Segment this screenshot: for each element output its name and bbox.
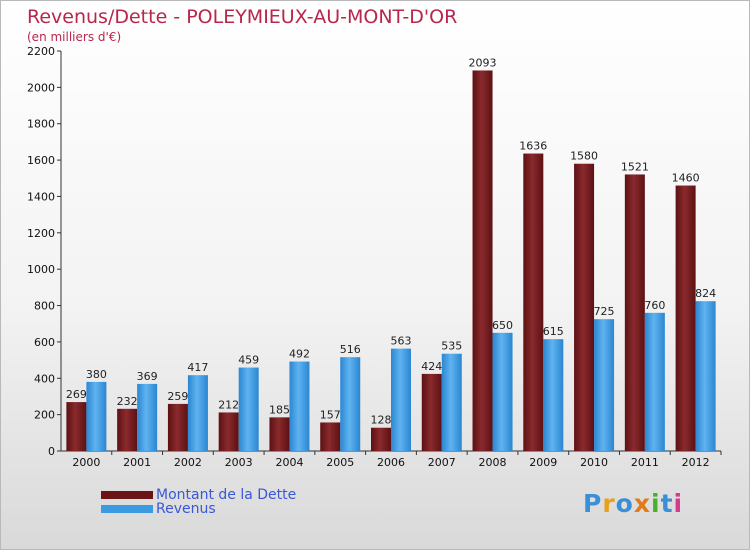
bar-revenus [289, 361, 310, 451]
data-label-revenus: 369 [137, 370, 158, 383]
data-label-revenus: 535 [441, 340, 462, 353]
x-tick-label: 2001 [123, 456, 151, 469]
bar-revenus [238, 367, 259, 451]
y-tick-label: 1000 [27, 263, 55, 276]
x-tick-label: 2012 [682, 456, 710, 469]
x-tick-label: 2004 [275, 456, 303, 469]
data-label-revenus: 615 [543, 325, 564, 338]
data-label-dette: 232 [117, 395, 138, 408]
data-label-revenus: 459 [238, 354, 259, 367]
chart-title: Revenus/Dette - POLEYMIEUX-AU-MONT-D'OR [27, 6, 458, 28]
x-tick-label: 2007 [428, 456, 456, 469]
y-tick-label: 1400 [27, 190, 55, 203]
x-tick-label: 2011 [631, 456, 659, 469]
bar-revenus [543, 339, 564, 451]
x-tick-label: 2003 [225, 456, 253, 469]
bar-dette [218, 412, 239, 451]
chart-labels: 269 232 259 212 185 157 128 424 2093 1636 1580 1521… [66, 56, 716, 426]
bar-dette [320, 422, 341, 451]
data-label-dette: 424 [421, 360, 442, 373]
data-label-dette: 1521 [621, 160, 649, 173]
logo-letter: o [615, 489, 634, 518]
data-label-revenus: 650 [492, 319, 513, 332]
bar-revenus [340, 357, 361, 451]
bar-dette [117, 408, 138, 451]
data-label-revenus: 725 [594, 305, 615, 318]
proxiti-logo: Proxiti [583, 489, 683, 518]
x-tick-label: 2006 [377, 456, 405, 469]
y-tick-label: 200 [34, 409, 55, 422]
y-tick-label: 0 [48, 445, 55, 458]
x-tick-label: 2008 [479, 456, 507, 469]
x-tick-label: 2000 [72, 456, 100, 469]
logo-letter: i [673, 489, 684, 518]
y-tick-label: 2200 [27, 45, 55, 58]
logo-letter: t [660, 489, 674, 518]
bar-revenus [391, 348, 411, 451]
bar-revenus [594, 319, 615, 451]
data-label-dette: 212 [218, 398, 239, 411]
data-label-dette: 2093 [469, 56, 497, 69]
bar-revenus [644, 312, 665, 451]
data-label-dette: 1460 [672, 172, 700, 185]
data-label-dette: 1636 [519, 140, 547, 153]
bar-dette [675, 185, 696, 451]
y-tick-label: 1800 [27, 118, 55, 131]
data-label-dette: 1580 [570, 150, 598, 163]
legend-label-revenus: Revenus [156, 501, 216, 517]
data-label-revenus: 417 [187, 361, 208, 374]
legend-label-dette: Montant de la Dette [156, 487, 297, 503]
data-label-dette: 269 [66, 388, 87, 401]
bar-dette [421, 373, 442, 451]
y-tick-label: 600 [34, 336, 55, 349]
logo-letter: x [633, 489, 651, 518]
data-label-dette: 128 [371, 414, 392, 427]
x-tick-label: 2010 [580, 456, 608, 469]
bar-revenus [441, 353, 462, 451]
bar-dette [472, 70, 493, 452]
bar-dette [167, 403, 188, 451]
data-label-dette: 185 [269, 403, 290, 416]
data-label-revenus: 380 [86, 368, 107, 381]
x-tick-label: 2005 [326, 456, 354, 469]
legend-swatch-dette [101, 491, 153, 499]
data-label-revenus: 563 [391, 335, 412, 348]
y-tick-label: 1200 [27, 227, 55, 240]
bar-dette [624, 174, 645, 452]
bar-revenus [492, 332, 513, 451]
data-label-revenus: 760 [644, 299, 665, 312]
bar-revenus [187, 375, 208, 451]
bar-dette [523, 153, 544, 451]
legend-item-dette: Montant de la Dette [101, 487, 296, 503]
x-tick-label: 2009 [529, 456, 557, 469]
data-label-revenus: 516 [340, 343, 361, 356]
logo-letter: i [651, 489, 661, 518]
data-label-revenus: 824 [695, 287, 716, 300]
bar-dette [371, 427, 391, 451]
bar-revenus [695, 301, 716, 451]
chart-bars [66, 70, 716, 452]
bar-revenus [86, 381, 107, 451]
chart-subtitle: (en milliers d'€) [27, 30, 122, 44]
y-tick-label: 400 [34, 372, 55, 385]
bar-revenus [137, 383, 158, 451]
logo-letter: P [583, 489, 603, 518]
logo-letter: r [602, 489, 616, 518]
bar-dette [574, 163, 595, 451]
bar-dette [269, 417, 290, 451]
bar-dette [66, 402, 87, 451]
y-tick-label: 800 [34, 300, 55, 313]
legend-swatch-revenus [101, 505, 153, 513]
y-tick-label: 1600 [27, 154, 55, 167]
x-tick-label: 2002 [174, 456, 202, 469]
data-label-dette: 157 [320, 408, 341, 421]
data-label-revenus: 492 [289, 348, 310, 361]
data-label-dette: 259 [167, 390, 188, 403]
legend-item-revenus: Revenus [101, 501, 216, 517]
y-tick-label: 2000 [27, 81, 55, 94]
